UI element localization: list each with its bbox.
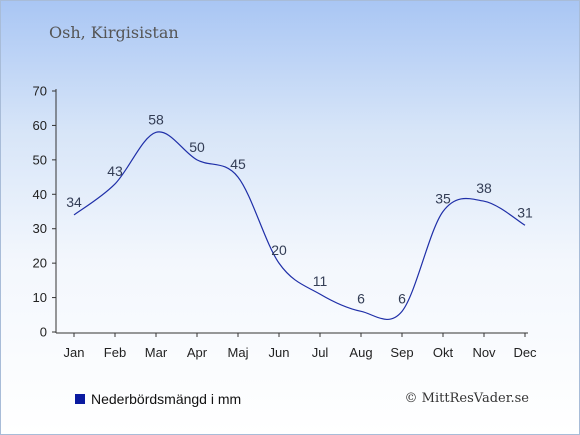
axes: 0 10 20 30 40 50 60 70 Jan Feb Mar Apr Maj Jun Jul Aug S… [33,84,538,361]
data-label: 31 [517,204,533,220]
x-tick-label: Nov [472,345,496,360]
x-tick-label: Jun [269,345,290,360]
y-tick-label: 30 [33,221,47,236]
data-label: 45 [230,156,246,172]
legend: Nederbördsmängd i mm [75,391,241,407]
data-label: 34 [66,194,82,210]
data-label: 20 [271,242,287,258]
data-label: 35 [435,191,451,207]
data-label: 11 [313,273,328,289]
series-line [73,131,526,321]
x-tick-label: Dec [513,345,537,360]
data-label: 38 [476,180,492,196]
data-label: 6 [357,290,365,306]
x-tick-label: Sep [390,345,413,360]
x-tick-label: Apr [187,345,208,360]
data-label: 43 [107,163,123,179]
x-tick-label: Okt [433,345,454,360]
credit: © MittResVader.se [404,391,529,406]
x-tick-label: Jul [312,345,329,360]
x-tick-label: Aug [349,345,372,360]
y-tick-label: 0 [40,325,47,340]
y-tick-label: 10 [33,290,47,305]
data-label: 50 [189,139,205,155]
series-layer [73,131,526,321]
legend-swatch [75,394,85,404]
legend-label: Nederbördsmängd i mm [91,391,242,407]
x-tick-label: Maj [228,345,249,360]
x-tick-label: Mar [145,345,168,360]
chart-title: Osh, Kirgisistan [49,23,179,42]
data-labels: 34 43 58 50 45 20 11 6 6 35 38 31 [66,111,533,306]
y-tick-label: 60 [33,118,47,133]
y-tick-label: 50 [33,152,47,167]
y-tick-label: 70 [33,84,47,99]
x-tick-label: Jan [64,345,85,360]
data-label: 58 [148,111,164,127]
x-tick-label: Feb [104,345,126,360]
data-label: 6 [398,290,406,306]
y-tick-label: 20 [33,256,47,271]
y-tick-label: 40 [33,187,47,202]
